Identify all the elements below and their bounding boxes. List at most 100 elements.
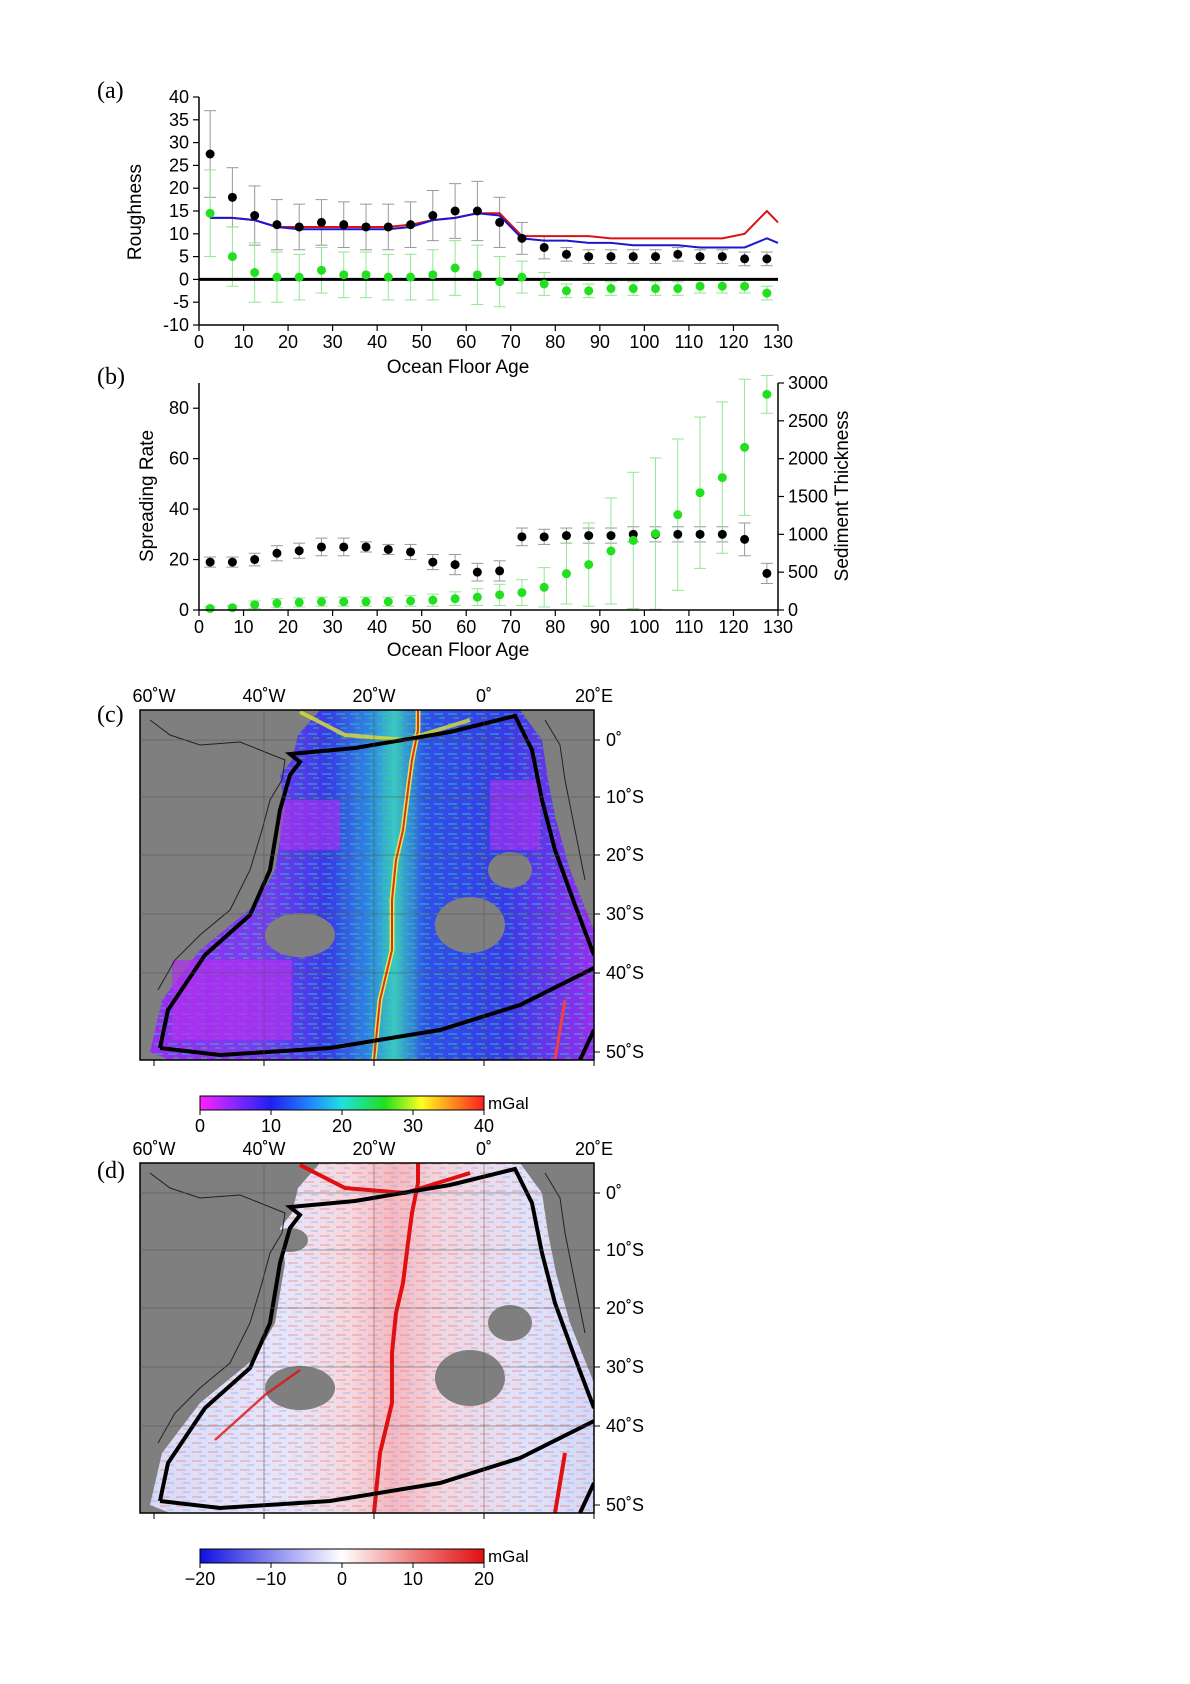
lat-label: 20˚S bbox=[606, 1298, 644, 1318]
x-tick-label: 70 bbox=[501, 617, 521, 637]
map-ticks bbox=[153, 739, 600, 1066]
colorbar-tick-label: 10 bbox=[403, 1569, 423, 1589]
lat-label: 30˚S bbox=[606, 904, 644, 924]
equatorial-fracture-zone bbox=[299, 1163, 471, 1196]
green-data-point bbox=[762, 288, 772, 298]
black-data-point bbox=[339, 542, 349, 552]
black-data-point bbox=[762, 568, 772, 578]
y-tick-label: 30 bbox=[169, 133, 189, 153]
colorbar-tick-label: −10 bbox=[256, 1569, 287, 1589]
black-data-point bbox=[272, 220, 282, 230]
green-data-point bbox=[561, 569, 571, 579]
black-data-point bbox=[539, 532, 549, 542]
black-data-point bbox=[406, 220, 416, 230]
x-tick-label: 0 bbox=[194, 332, 204, 352]
coastline-south-america bbox=[149, 719, 286, 991]
lon-label: 40˚W bbox=[242, 686, 285, 706]
green-data-point bbox=[361, 597, 371, 607]
green-data-point bbox=[539, 582, 549, 592]
black-data-point bbox=[250, 555, 260, 565]
black-data-point bbox=[740, 254, 750, 264]
black-data-point bbox=[294, 546, 304, 556]
y-tick-label: 25 bbox=[169, 155, 189, 175]
green-data-point bbox=[316, 265, 326, 275]
green-data-point bbox=[740, 442, 750, 452]
x-tick-label: 10 bbox=[234, 617, 254, 637]
roughness-chart: 0 10 20 30 40 50 60 70 80 90 100 110 120 130-10-50510… bbox=[125, 87, 793, 378]
data-gap bbox=[265, 913, 335, 957]
y2-tick-label: 3000 bbox=[788, 373, 828, 393]
black-data-point bbox=[673, 249, 683, 259]
y-tick-label: 15 bbox=[169, 201, 189, 221]
data-gap bbox=[228, 760, 252, 800]
ridge-axis bbox=[372, 1163, 420, 1513]
black-data-point bbox=[250, 211, 260, 221]
lon-label: 60˚W bbox=[132, 686, 175, 706]
black-data-point bbox=[762, 254, 772, 264]
lat-label: 30˚S bbox=[606, 1357, 644, 1377]
black-data-point bbox=[695, 252, 705, 262]
spreading-points bbox=[205, 389, 772, 613]
y2-tick-label: 2500 bbox=[788, 411, 828, 431]
colorbar-c-ramp bbox=[199, 1095, 485, 1111]
panel-label-a: (a) bbox=[97, 78, 124, 104]
colorbar-d: mGal −20 −10 0 10 20 bbox=[185, 1547, 529, 1589]
y-tick-label: 80 bbox=[169, 398, 189, 418]
black-data-point bbox=[517, 233, 527, 243]
lat-label: 50˚S bbox=[606, 1042, 644, 1062]
colorbar-d-ramp bbox=[199, 1548, 485, 1564]
y2-axis-label-b: Sediment Thickness bbox=[832, 411, 853, 582]
spreading-error-bars bbox=[204, 374, 773, 611]
lon-label: 40˚W bbox=[242, 1139, 285, 1159]
y-tick-label: -5 bbox=[173, 292, 189, 312]
y-tick-label: 40 bbox=[169, 87, 189, 107]
green-data-point bbox=[227, 603, 237, 613]
study-region-outline-se bbox=[578, 1482, 594, 1513]
green-data-point bbox=[294, 597, 304, 607]
green-data-point bbox=[472, 592, 482, 602]
black-data-point bbox=[628, 252, 638, 262]
colorbar-tick-label: 40 bbox=[474, 1116, 494, 1136]
black-data-point bbox=[450, 206, 460, 216]
green-data-point bbox=[406, 272, 416, 282]
lon-label: 20˚W bbox=[352, 686, 395, 706]
green-data-point bbox=[383, 272, 393, 282]
y2-tick-label: 1000 bbox=[788, 524, 828, 544]
lon-label: 20˚E bbox=[575, 686, 613, 706]
green-data-point bbox=[294, 272, 304, 282]
black-data-point bbox=[339, 220, 349, 230]
colorbar-tick-label: 20 bbox=[332, 1116, 352, 1136]
green-data-point bbox=[651, 529, 661, 539]
black-data-point bbox=[428, 211, 438, 221]
y-tick-label: -10 bbox=[163, 315, 189, 335]
green-data-point bbox=[250, 600, 260, 610]
data-gap bbox=[435, 1350, 505, 1406]
colorbar-tick-label: 30 bbox=[403, 1116, 423, 1136]
lat-label: 10˚S bbox=[606, 1240, 644, 1260]
map-frame bbox=[139, 1162, 595, 1514]
green-data-point bbox=[762, 389, 772, 399]
green-data-point bbox=[495, 277, 505, 287]
y-tick-label: 20 bbox=[169, 178, 189, 198]
black-data-point bbox=[695, 529, 705, 539]
green-data-point bbox=[606, 284, 616, 294]
map-ticks bbox=[153, 1192, 600, 1519]
green-data-point bbox=[584, 560, 594, 570]
black-data-point bbox=[472, 567, 482, 577]
map-grid bbox=[140, 710, 594, 1060]
green-data-point bbox=[495, 590, 505, 600]
lat-label: 20˚S bbox=[606, 845, 644, 865]
colorbar-d-unit: mGal bbox=[488, 1547, 529, 1566]
lat-label: 40˚S bbox=[606, 1416, 644, 1436]
x-tick-label: 130 bbox=[763, 617, 793, 637]
black-data-point bbox=[383, 222, 393, 232]
ridge-axis-core bbox=[373, 710, 419, 1060]
green-data-point bbox=[606, 546, 616, 556]
black-data-point bbox=[227, 557, 237, 567]
smooth-region-brazil bbox=[280, 800, 340, 850]
x-tick-label: 20 bbox=[278, 617, 298, 637]
x-tick-label: 90 bbox=[590, 617, 610, 637]
black-data-point bbox=[651, 252, 661, 262]
panel-label-b: (b) bbox=[97, 364, 125, 390]
black-data-point bbox=[472, 206, 482, 216]
